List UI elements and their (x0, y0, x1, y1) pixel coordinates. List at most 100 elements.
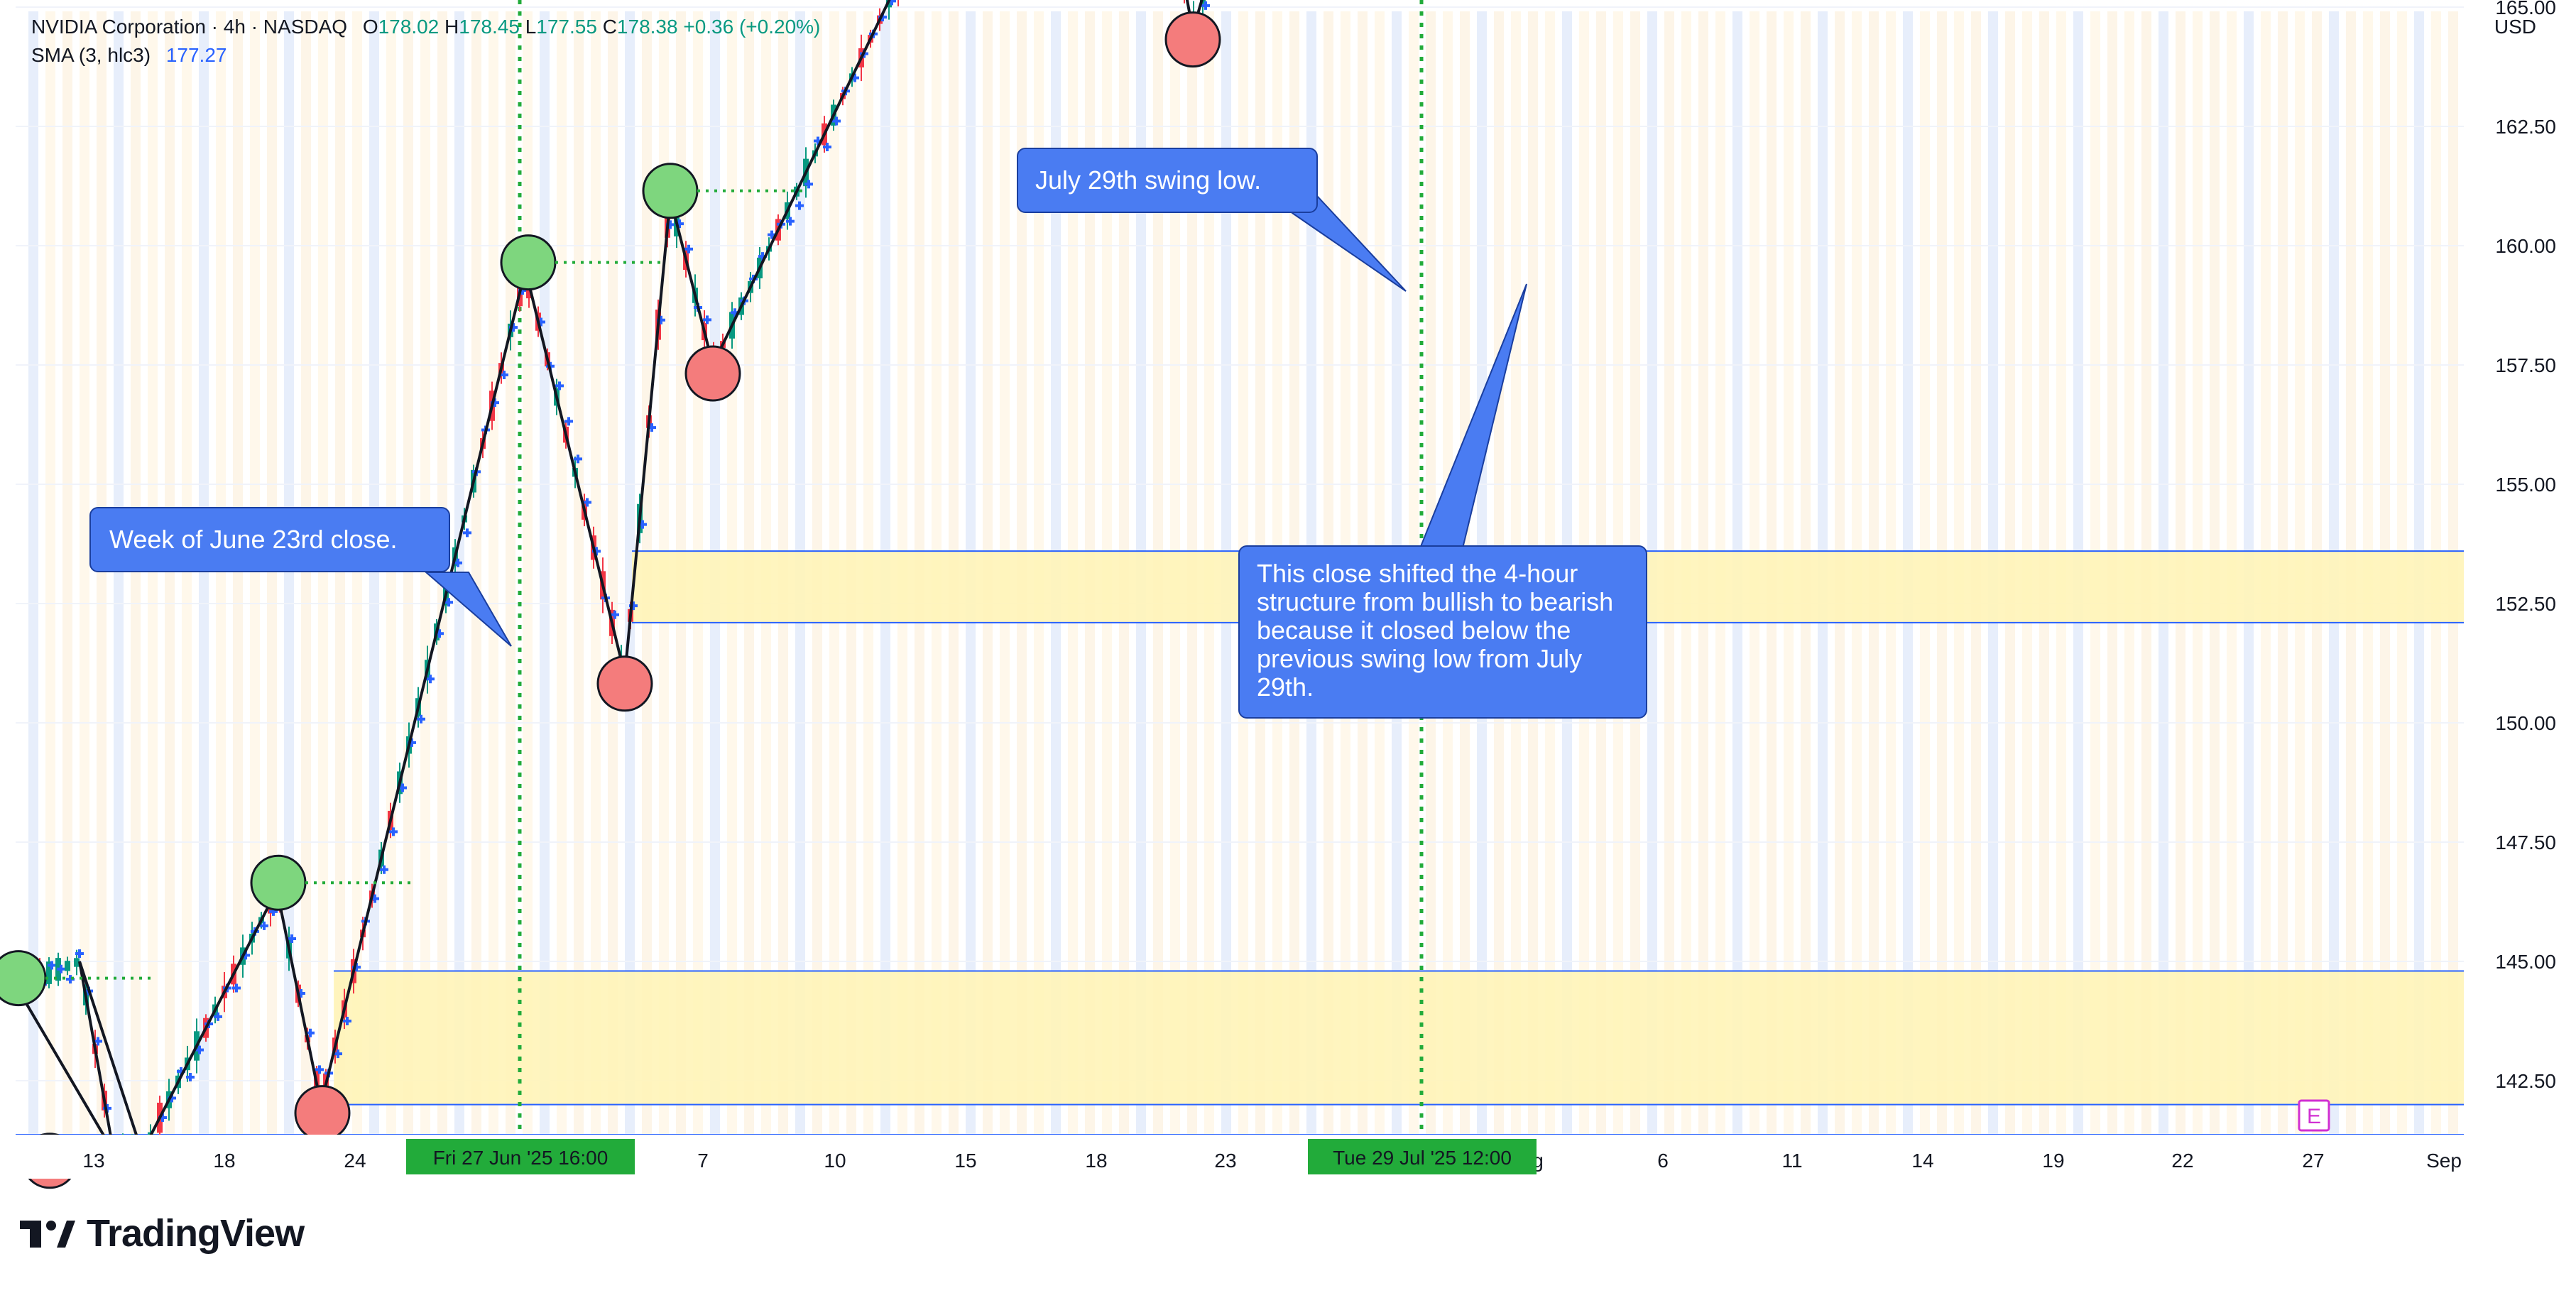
time-axis-tick: 14 (1911, 1150, 1933, 1172)
tradingview-wordmark: TradingView (87, 1212, 305, 1255)
price-axis-tick: 152.50 (2495, 593, 2556, 615)
session-stripe (148, 11, 158, 1135)
sma-marker (463, 528, 471, 538)
session-stripe (284, 11, 294, 1135)
crosshair-date-tag: Tue 29 Jul '25 12:00 (1333, 1147, 1512, 1169)
price-axis-tick: 165.00 (2495, 0, 2556, 18)
swing-low-circle[interactable] (596, 655, 653, 712)
sma-marker (444, 598, 453, 607)
session-stripe (182, 11, 192, 1135)
session-stripe (28, 11, 38, 1135)
session-stripe (352, 11, 362, 1135)
sma-marker (786, 217, 795, 226)
sma-marker (1201, 1, 1210, 10)
price-axis-tick: 155.00 (2495, 474, 2556, 496)
candle-body (74, 958, 80, 967)
time-axis-tick: 19 (2042, 1150, 2064, 1172)
sma-marker (832, 116, 841, 126)
sma-marker (232, 983, 241, 993)
sma-marker (804, 180, 813, 189)
session-stripe (335, 11, 345, 1135)
callout-structure-shift: This close shifted the 4-hour structure … (1238, 545, 1647, 719)
session-stripe (131, 11, 141, 1135)
sma-marker (426, 675, 435, 684)
sma-marker (500, 371, 508, 380)
session-stripe (420, 11, 430, 1135)
session-stripe (114, 11, 124, 1135)
swing-high-circle[interactable] (500, 234, 557, 291)
sma-marker (186, 1073, 195, 1082)
session-stripe (540, 11, 550, 1135)
legend-low: 177.55 (536, 16, 597, 38)
session-stripe (267, 11, 277, 1135)
time-axis-tick: 24 (344, 1150, 366, 1172)
price-axis-tick: 150.00 (2495, 712, 2556, 734)
price-axis-tick: 147.50 (2495, 831, 2556, 853)
time-axis-tick: 6 (1657, 1150, 1669, 1172)
swing-low-circle[interactable] (294, 1085, 351, 1142)
session-stripe (386, 11, 396, 1135)
price-axis-tick: 162.50 (2495, 116, 2556, 138)
sma-marker (555, 381, 564, 391)
swing-high-circle[interactable] (0, 950, 47, 1007)
legend-open-label: O (362, 16, 378, 38)
legend-high: 178.45 (459, 16, 520, 38)
session-stripe (403, 11, 413, 1135)
session-stripe (80, 11, 89, 1135)
earnings-marker-label: E (2307, 1105, 2321, 1128)
candle-body (65, 961, 70, 971)
sma-marker (389, 827, 398, 836)
legend-symbol: NVIDIA Corporation · 4h · NASDAQ (31, 16, 348, 38)
session-stripe (45, 11, 55, 1135)
callout-week-close: Week of June 23rd close. (89, 507, 450, 572)
price-axis-tick: 145.00 (2495, 951, 2556, 973)
crosshair-date-tag-bg (1308, 1139, 1537, 1174)
sma-marker (260, 921, 268, 930)
time-axis-tick: 23 (1214, 1150, 1236, 1172)
sma-marker (57, 964, 65, 973)
time-axis-tick: 13 (82, 1150, 104, 1172)
sma-marker (343, 1017, 351, 1026)
sma-marker (288, 934, 296, 943)
time-axis-tick: 11 (1781, 1150, 1802, 1172)
earnings-marker[interactable] (2298, 1099, 2330, 1132)
time-axis-tick: 27 (2302, 1150, 2324, 1172)
legend-change: +0.36 (+0.20%) (683, 16, 821, 38)
sma-marker (334, 1049, 342, 1059)
legend-indicator-row[interactable]: SMA (3, hlc3) 177.27 (31, 41, 820, 70)
swing-high-circle[interactable] (642, 163, 699, 219)
session-stripe (369, 11, 379, 1135)
session-stripe (523, 11, 533, 1135)
session-stripe (250, 11, 260, 1135)
candle-body (46, 961, 52, 984)
time-axis-tick: Sep (2426, 1150, 2462, 1172)
price-axis-tick: 160.00 (2495, 235, 2556, 257)
sma-marker (315, 1065, 324, 1074)
swing-low-circle[interactable] (1164, 11, 1221, 68)
chart-legend: NVIDIA Corporation · 4h · NASDAQ O178.02… (31, 13, 820, 70)
sma-marker (380, 865, 388, 874)
session-stripe (574, 11, 584, 1135)
session-stripe (608, 11, 618, 1135)
session-stripe (165, 11, 175, 1135)
legend-close-label: C (602, 16, 617, 38)
candle-body (1200, 0, 1206, 4)
sma-marker (823, 143, 831, 152)
session-stripe (216, 11, 226, 1135)
session-stripe (591, 11, 601, 1135)
swing-low-circle[interactable] (684, 345, 741, 402)
price-axis[interactable] (2478, 0, 2576, 1135)
session-stripe (233, 11, 243, 1135)
sma-marker (574, 454, 582, 464)
sma-marker (195, 1045, 204, 1054)
currency-label[interactable]: USD (2494, 16, 2536, 38)
sma-marker (611, 610, 619, 619)
swing-high-circle[interactable] (250, 854, 307, 911)
legend-low-label: L (525, 16, 537, 38)
sma-marker (454, 558, 462, 567)
sma-marker (75, 949, 84, 959)
legend-open: 178.02 (378, 16, 440, 38)
time-axis-tick: 10 (824, 1150, 846, 1172)
sma-marker (703, 315, 711, 324)
tradingview-logo[interactable]: TradingView (20, 1211, 305, 1255)
